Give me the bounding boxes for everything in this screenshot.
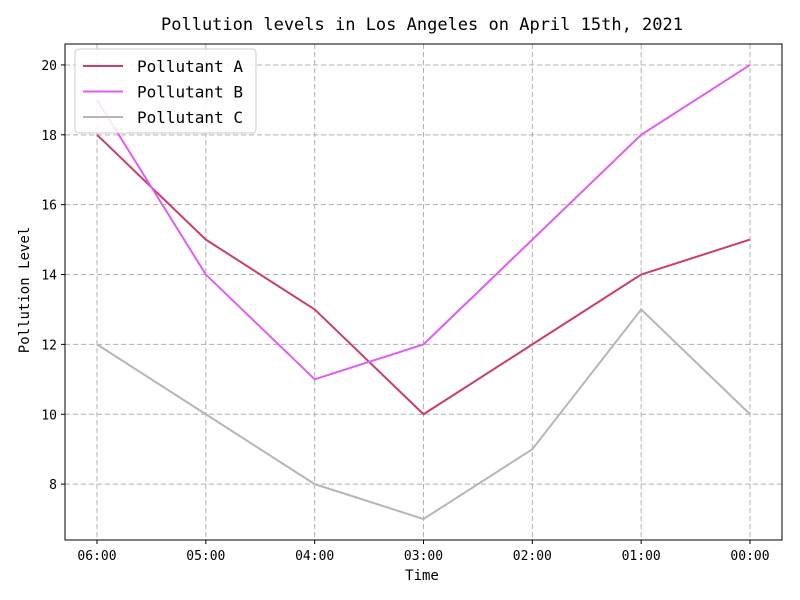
x-axis: 06:00 05:00 04:00 03:00 02:00 01:00 00:00 xyxy=(77,540,770,564)
legend-label-2: Pollutant B xyxy=(137,83,243,102)
x-tick-label: 02:00 xyxy=(513,549,552,564)
x-tick-label: 04:00 xyxy=(295,549,334,564)
chart-title: Pollution levels in Los Angeles on April… xyxy=(161,15,683,35)
y-tick-label: 16 xyxy=(41,199,57,214)
x-tick-label: 03:00 xyxy=(404,549,443,564)
y-tick-label: 14 xyxy=(41,269,57,284)
y-tick-label: 12 xyxy=(41,338,57,353)
y-tick-label: 10 xyxy=(41,408,57,423)
y-axis-title: Pollution Level xyxy=(17,227,33,353)
y-tick-label: 20 xyxy=(41,59,57,74)
x-tick-label: 00:00 xyxy=(730,549,769,564)
x-tick-label: 05:00 xyxy=(186,549,225,564)
legend-label-3: Pollutant C xyxy=(137,108,243,127)
legend: Pollutant A Pollutant B Pollutant C xyxy=(74,48,257,134)
legend-box xyxy=(74,48,257,134)
x-tick-label: 01:00 xyxy=(622,549,661,564)
series-line-1 xyxy=(96,134,751,416)
series-line-3 xyxy=(96,308,751,521)
x-tick-label: 06:00 xyxy=(77,549,116,564)
y-tick-label: 18 xyxy=(41,129,57,144)
y-axis: 8 10 12 14 16 18 20 xyxy=(41,59,65,493)
legend-label-1: Pollutant A xyxy=(137,57,243,76)
x-axis-title: Time xyxy=(405,568,439,584)
series-line-2 xyxy=(96,64,751,381)
series-layer xyxy=(96,64,751,521)
y-tick-label: 8 xyxy=(49,478,57,493)
